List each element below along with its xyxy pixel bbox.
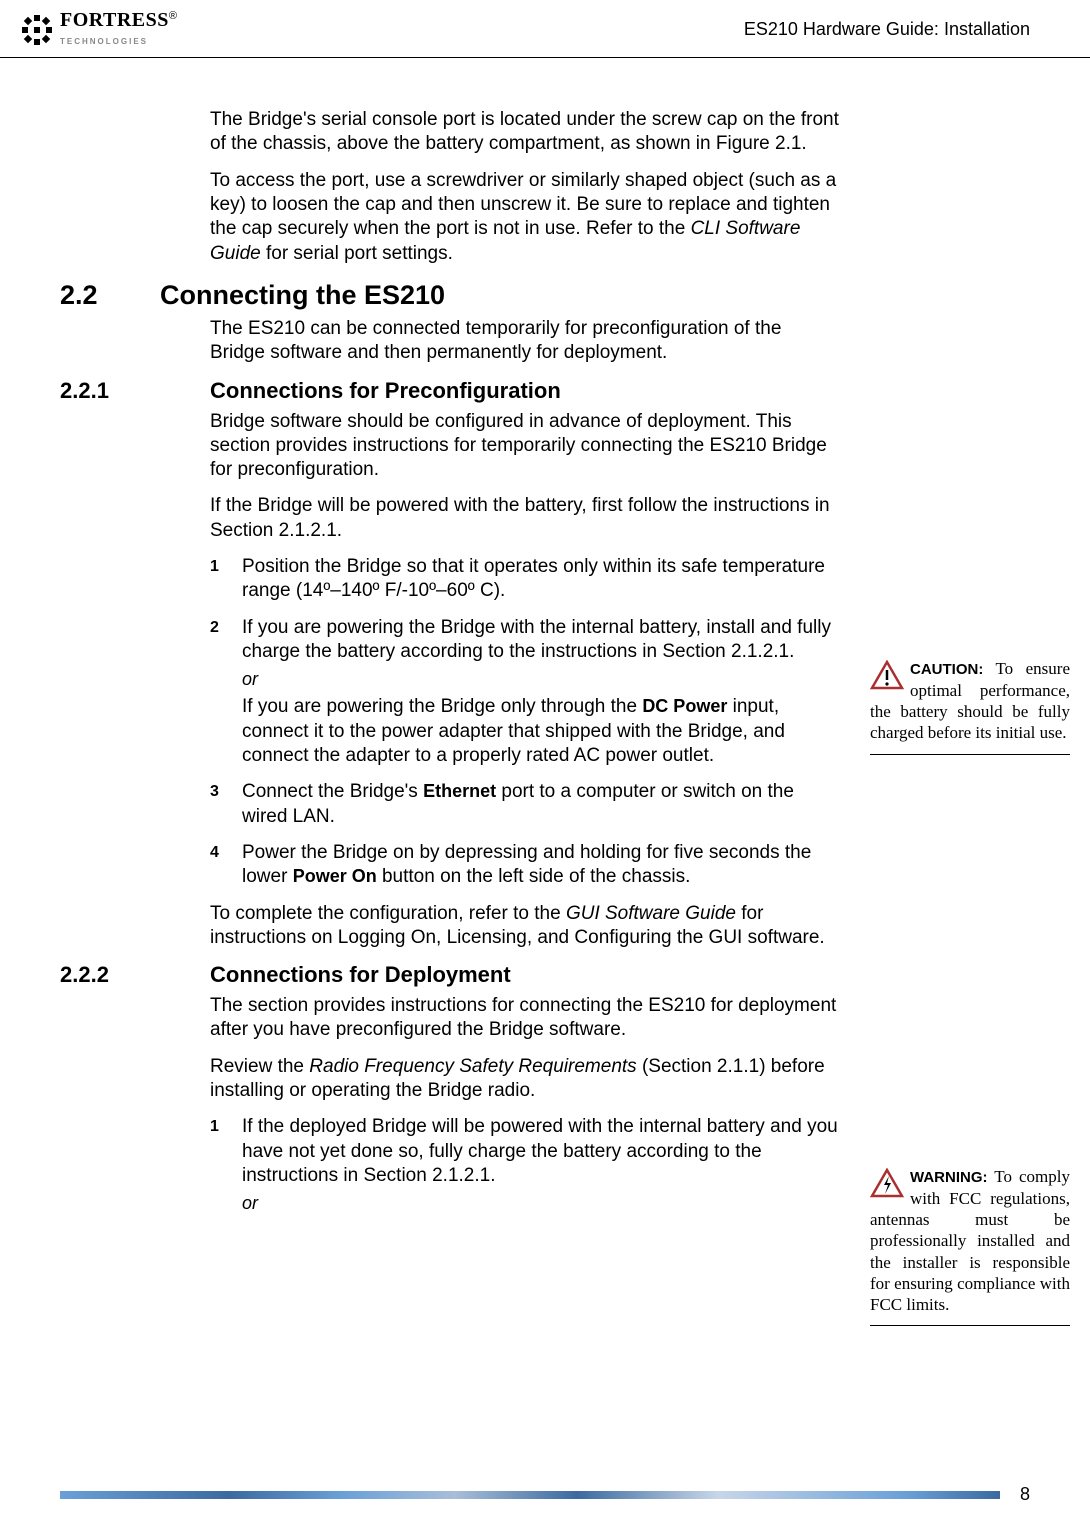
s222li1: If the deployed Bridge will be powered w… xyxy=(242,1116,838,1186)
list-item: 1 Position the Bridge so that it operate… xyxy=(210,555,840,604)
li1b: 10º–60º C). xyxy=(408,580,505,601)
li2b1: If you are powering the Bridge only thro… xyxy=(242,696,642,717)
heading-2-2: 2.2 Connecting the ES210 xyxy=(60,280,840,311)
h3-text: Connections for Deployment xyxy=(210,962,511,988)
li4b: Power On xyxy=(293,866,377,886)
s221-p1: Bridge software should be configured in … xyxy=(210,410,840,483)
s222-p2: Review the Radio Frequency Safety Requir… xyxy=(210,1055,840,1104)
callout-warning: WARNING: To comply with FCC regulations,… xyxy=(870,1166,1070,1326)
s222p2i: Radio Frequency Safety Requirements xyxy=(309,1056,636,1077)
fortress-logo-icon xyxy=(20,13,54,47)
page-footer: 8 xyxy=(60,1484,1030,1505)
h3-num: 2.2.1 xyxy=(60,378,180,404)
intro-p2b: for serial port settings. xyxy=(261,243,453,264)
caution-icon xyxy=(870,660,904,695)
s222-p1: The section provides instructions for co… xyxy=(210,994,840,1043)
list-num: 3 xyxy=(210,780,224,802)
li3b: Ethernet xyxy=(423,781,496,801)
list-num: 1 xyxy=(210,1115,224,1137)
list-item: 4 Power the Bridge on by depressing and … xyxy=(210,841,840,890)
page-header: FORTRESS® TECHNOLOGIES ES210 Hardware Gu… xyxy=(0,0,1090,58)
s222p2a: Review the xyxy=(210,1056,309,1077)
h2-num: 2.2 xyxy=(60,280,130,311)
s221-p2: If the Bridge will be powered with the b… xyxy=(210,494,840,543)
page-body: The Bridge's serial console port is loca… xyxy=(0,58,1090,1219)
heading-2-2-2: 2.2.2 Connections for Deployment xyxy=(60,962,840,988)
logo-subtext: TECHNOLOGIES xyxy=(60,37,148,46)
intro-p1: The Bridge's serial console port is loca… xyxy=(210,108,840,157)
li1a: Position the Bridge so that it operates … xyxy=(242,556,825,601)
li2b1b: DC Power xyxy=(642,696,727,716)
intro-p2: To access the port, use a screwdriver or… xyxy=(210,169,840,266)
list-item: 3 Connect the Bridge's Ethernet port to … xyxy=(210,780,840,829)
h3-num: 2.2.2 xyxy=(60,962,180,988)
li2or: or xyxy=(242,668,840,691)
list-num: 1 xyxy=(210,555,224,577)
list-num: 2 xyxy=(210,616,224,638)
s221p3a: To complete the configuration, refer to … xyxy=(210,903,566,924)
page-number: 8 xyxy=(1020,1484,1030,1505)
li2a: If you are powering the Bridge with the … xyxy=(242,617,831,662)
s222-list: 1 If the deployed Bridge will be powered… xyxy=(210,1115,840,1219)
list-num: 4 xyxy=(210,841,224,863)
list-body: Connect the Bridge's Ethernet port to a … xyxy=(242,780,840,829)
list-body: Power the Bridge on by depressing and ho… xyxy=(242,841,840,890)
list-item: 2 If you are powering the Bridge with th… xyxy=(210,616,840,769)
header-title: ES210 Hardware Guide: Installation xyxy=(744,19,1030,40)
s221p3i: GUI Software Guide xyxy=(566,903,736,924)
logo-text-wrap: FORTRESS® TECHNOLOGIES xyxy=(60,10,177,49)
s221-list: 1 Position the Bridge so that it operate… xyxy=(210,555,840,889)
footer-bar xyxy=(60,1491,1000,1499)
list-body: If the deployed Bridge will be powered w… xyxy=(242,1115,840,1219)
caution-label: CAUTION: xyxy=(910,661,983,678)
list-item: 1 If the deployed Bridge will be powered… xyxy=(210,1115,840,1219)
logo-text: FORTRESS xyxy=(60,9,169,31)
logo: FORTRESS® TECHNOLOGIES xyxy=(20,10,177,49)
main-column: The Bridge's serial console port is loca… xyxy=(210,108,840,1219)
list-body: If you are powering the Bridge with the … xyxy=(242,616,840,769)
s221-p3: To complete the configuration, refer to … xyxy=(210,902,840,951)
warning-icon xyxy=(870,1168,904,1203)
list-body: Position the Bridge so that it operates … xyxy=(242,555,840,604)
callout-caution: CAUTION: To en­sure optimal per­formance… xyxy=(870,658,1070,755)
s22-p1: The ES210 can be connected temporarily f… xyxy=(210,317,840,366)
heading-2-2-1: 2.2.1 Connections for Preconfiguration xyxy=(60,378,840,404)
s222li1or: or xyxy=(242,1192,840,1215)
h3-text: Connections for Preconfiguration xyxy=(210,378,561,404)
li4c: button on the left side of the chassis. xyxy=(377,866,691,887)
warning-label: WARNING: xyxy=(910,1169,988,1186)
h2-text: Connecting the ES210 xyxy=(160,280,445,311)
li3a: Connect the Bridge's xyxy=(242,781,423,802)
